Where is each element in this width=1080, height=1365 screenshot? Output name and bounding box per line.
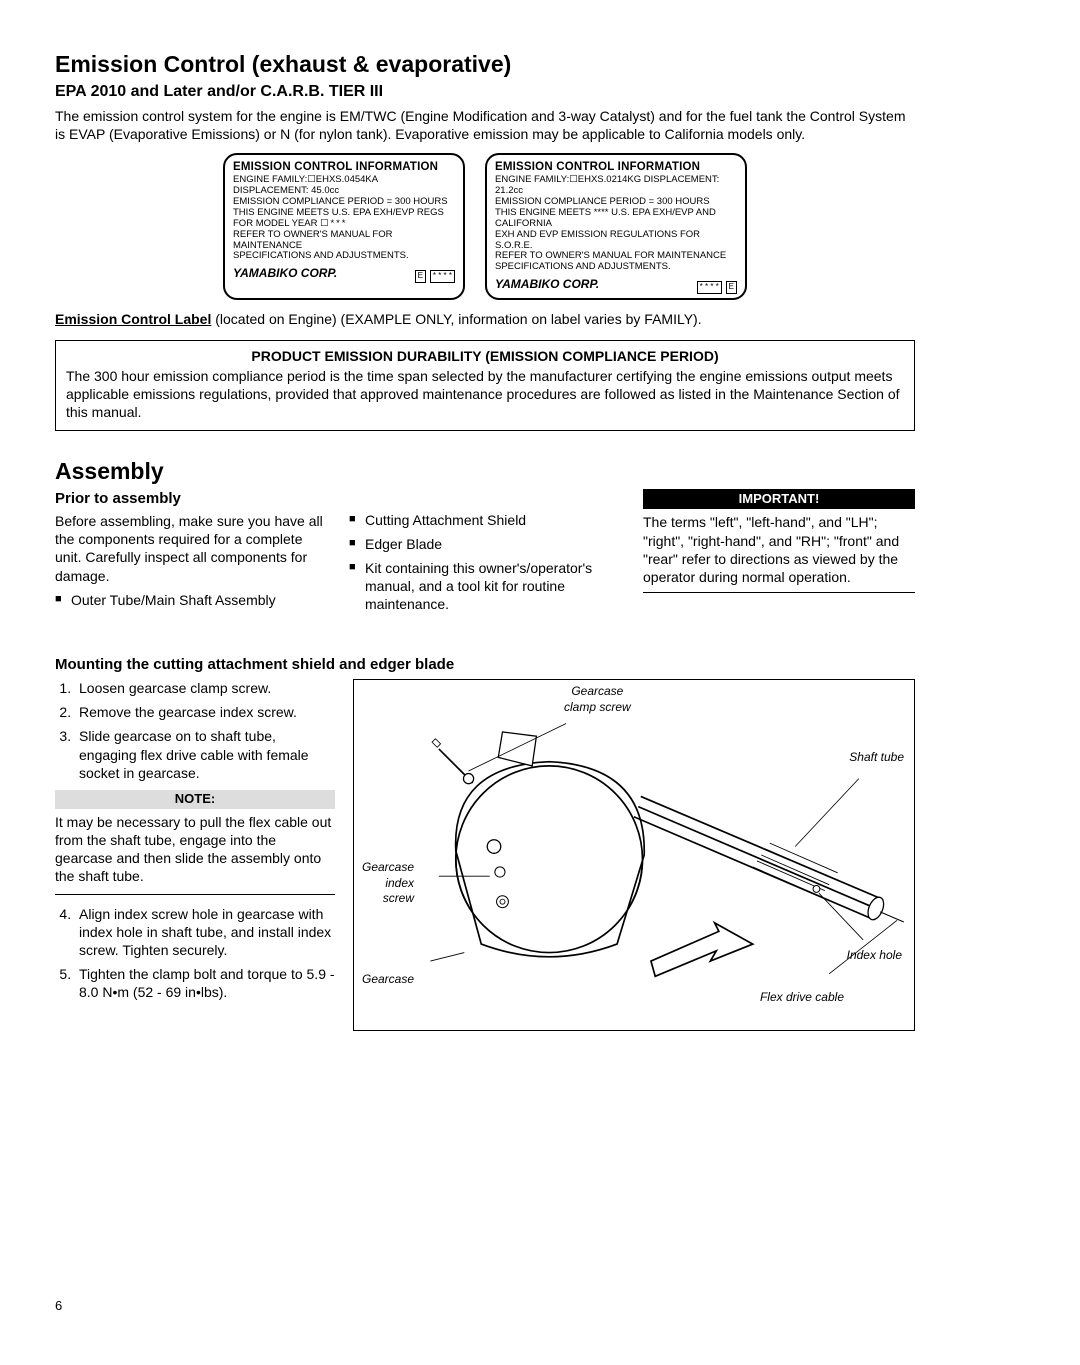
- label1-corp: YAMABIKO CORP.: [233, 266, 337, 282]
- label2-corp: YAMABIKO CORP.: [495, 277, 599, 293]
- important-banner: IMPORTANT!: [643, 489, 915, 510]
- label2-title: EMISSION CONTROL INFORMATION: [495, 160, 737, 175]
- mounting-steps: Loosen gearcase clamp screw. Remove the …: [55, 679, 335, 1031]
- emission-labels-row: EMISSION CONTROL INFORMATION ENGINE FAMI…: [55, 153, 915, 300]
- emission-intro: The emission control system for the engi…: [55, 107, 915, 143]
- label1-e: E: [415, 270, 426, 282]
- assembly-item2: Cutting Attachment Shield: [349, 511, 621, 529]
- durability-title: PRODUCT EMISSION DURABILITY (EMISSION CO…: [66, 347, 904, 365]
- diagram-svg: [354, 680, 914, 1030]
- prior-title: Prior to assembly: [55, 489, 327, 509]
- assembly-col3: IMPORTANT! The terms "left", "left-hand"…: [643, 489, 915, 620]
- step-2: Remove the gearcase index screw.: [75, 703, 335, 721]
- label2-l4: EXH AND EVP EMISSION REGULATIONS FOR S.O…: [495, 230, 737, 252]
- label1-title: EMISSION CONTROL INFORMATION: [233, 160, 455, 175]
- emission-title: Emission Control (exhaust & evaporative): [55, 50, 915, 80]
- emission-label-2: EMISSION CONTROL INFORMATION ENGINE FAMI…: [485, 153, 747, 300]
- label2-stars: * * * *: [697, 281, 722, 293]
- durability-box: PRODUCT EMISSION DURABILITY (EMISSION CO…: [55, 340, 915, 431]
- label-indexhole: Index hole: [847, 948, 902, 964]
- important-text: The terms "left", "left-hand", and "LH";…: [643, 513, 915, 593]
- note-text: It may be necessary to pull the flex cab…: [55, 813, 335, 895]
- label1-stars: * * * *: [430, 270, 455, 282]
- label1-l3: THIS ENGINE MEETS U.S. EPA EXH/EVP REGS …: [233, 208, 455, 230]
- emission-caption: Emission Control Label (located on Engin…: [55, 310, 915, 328]
- label2-l6: SPECIFICATIONS AND ADJUSTMENTS.: [495, 262, 737, 273]
- durability-text: The 300 hour emission compliance period …: [66, 367, 904, 422]
- emission-subtitle: EPA 2010 and Later and/or C.A.R.B. TIER …: [55, 82, 915, 103]
- note-banner: NOTE:: [55, 790, 335, 809]
- label-gearcase: Gearcase: [362, 972, 414, 988]
- assembly-item1: Outer Tube/Main Shaft Assembly: [55, 591, 327, 609]
- step-3: Slide gearcase on to shaft tube, engagin…: [75, 727, 335, 782]
- step-4: Align index screw hole in gearcase with …: [75, 905, 335, 960]
- label-shaft: Shaft tube: [849, 750, 904, 766]
- label-gindex: Gearcase index screw: [362, 860, 414, 907]
- caption-bold: Emission Control Label: [55, 311, 211, 327]
- assembly-col2: Cutting Attachment Shield Edger Blade Ki…: [349, 489, 621, 620]
- label1-l1: ENGINE FAMILY:☐EHXS.0454KA DISPLACEMENT:…: [233, 175, 455, 197]
- caption-rest: (located on Engine) (EXAMPLE ONLY, infor…: [211, 311, 701, 327]
- assembly-title: Assembly: [55, 457, 915, 487]
- assembly-item3: Edger Blade: [349, 535, 621, 553]
- label2-l1: ENGINE FAMILY:☐EHXS.0214KG DISPLACEMENT:…: [495, 175, 737, 197]
- assembly-col1: Prior to assembly Before assembling, mak…: [55, 489, 327, 620]
- gearcase-diagram: Gearcase clamp screw Shaft tube Gearcase…: [353, 679, 915, 1031]
- assembly-before: Before assembling, make sure you have al…: [55, 512, 327, 585]
- page-number: 6: [55, 1298, 62, 1315]
- mounting-title: Mounting the cutting attachment shield a…: [55, 655, 915, 675]
- emission-label-1: EMISSION CONTROL INFORMATION ENGINE FAMI…: [223, 153, 465, 300]
- label1-l4: REFER TO OWNER'S MANUAL FOR MAINTENANCE: [233, 230, 455, 252]
- assembly-item4: Kit containing this owner's/operator's m…: [349, 559, 621, 614]
- step-1: Loosen gearcase clamp screw.: [75, 679, 335, 697]
- step-5: Tighten the clamp bolt and torque to 5.9…: [75, 965, 335, 1001]
- label1-l5: SPECIFICATIONS AND ADJUSTMENTS.: [233, 251, 455, 262]
- label2-l3: THIS ENGINE MEETS **** U.S. EPA EXH/EVP …: [495, 208, 737, 230]
- label-clamp: Gearcase clamp screw: [564, 684, 631, 715]
- label2-e: E: [726, 281, 737, 293]
- label-flex: Flex drive cable: [760, 990, 844, 1006]
